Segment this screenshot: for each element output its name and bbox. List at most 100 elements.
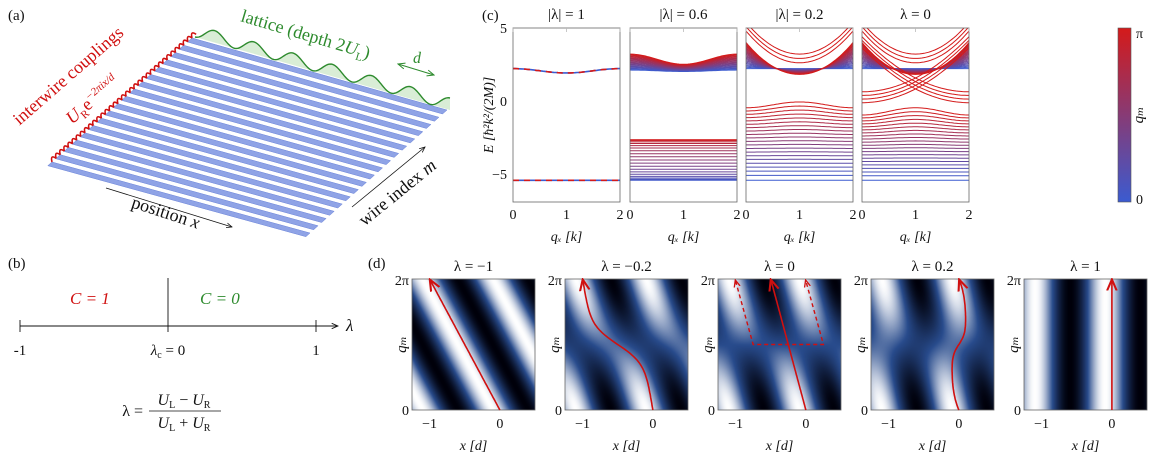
phase-label-right: C = 0 [200,289,240,308]
panel-frame [870,278,995,411]
band-line [746,136,853,139]
panel-title: λ = 0 [764,259,795,275]
svg-text:λ =: λ = [122,403,143,420]
wannier-panel: λ = 0.2 2π 0 qₘ −1 0 x [d] [853,259,995,454]
panel-label-c: (c) [482,8,499,24]
band-line [862,126,969,131]
panel-title: |λ| = 0.2 [776,7,824,23]
panel-frame [1023,278,1148,411]
x-tick-label: 1 [912,208,919,223]
x-axis-label: qₓ [k] [784,230,816,245]
x-tick-label: 0 [496,417,503,432]
band-line [746,143,853,146]
wire [55,154,319,231]
lattice-curve [194,29,451,106]
coupling-arc [190,32,197,39]
density-heatmap [871,279,994,410]
y-tick-label: 0 [861,404,868,419]
band-line [862,122,969,128]
x-tick-label: 0 [1108,417,1115,432]
y-tick-minus5: −5 [492,168,507,183]
wire [112,103,375,180]
density-heatmap [565,279,688,410]
band-line [746,28,853,59]
x-tick-label: 1 [680,208,687,223]
wannier-panel: λ = −1 2π 0 qₘ −1 0 x [d] [394,259,536,454]
wannier-panel: λ = −0.2 2π 0 qₘ −1 0 x [d] [547,259,689,454]
band-line [862,107,969,116]
phase-label-left: C = 1 [70,289,110,308]
y-tick-label: 2π [701,274,715,289]
y-tick-label: 2π [548,274,562,289]
x-axis-label: x [d] [765,439,794,454]
y-axis-label: qₘ [1006,336,1022,353]
wire [63,147,327,223]
panel-frame [411,278,536,411]
panel-title: λ = 0 [900,7,931,23]
band-panel: |λ| = 1 0 1 2 qₓ [k] [510,7,624,245]
x-tick-label: −1 [422,417,437,432]
wire [178,45,440,122]
band-line [746,42,853,75]
band-line [750,28,849,55]
wire [121,96,384,173]
band-line [862,140,969,143]
y-tick-5: 5 [500,22,507,37]
x-tick-label: 1 [796,208,803,223]
band-structure-panels: |λ| = 10 1 2qₓ [k]|λ| = 0.60 1 2qₓ [k]|λ| = … [510,7,973,245]
band-line [513,67,620,74]
wannier-center-path [431,281,501,411]
wire [145,74,408,151]
x-tick-label: 2 [617,208,624,223]
band-line [862,28,969,59]
wire [88,125,351,202]
band-line [862,111,969,119]
axis-var: λ [345,316,353,335]
x-axis-label: qₓ [k] [668,230,700,245]
x-tick-label: 0 [510,208,517,223]
tick-label-critical: λc = 0 [150,343,185,361]
wire [170,52,432,129]
y-tick-0: 0 [500,95,507,110]
wannier-panel: λ = 1 2π 0 qₘ −1 0 x [d] [1006,259,1148,454]
band-panel: |λ| = 0.2 0 1 2 qₓ [k] [743,7,857,245]
x-tick-label: 0 [859,208,866,223]
density-heatmap [412,279,535,410]
panel-label-b: (b) [8,256,26,272]
wire [129,88,392,165]
wire [96,117,359,194]
colorbar-top-label: π [1136,27,1143,42]
band-panel: |λ| = 0.6 0 1 2 qₓ [k] [627,7,741,245]
interwire-couplings [50,32,197,163]
x-tick-label: 1 [563,208,570,223]
wire [137,81,400,158]
tick-label-left: -1 [14,343,27,359]
y-tick-label: 0 [402,404,409,419]
y-tick-label: 0 [708,404,715,419]
band-line [862,137,969,140]
x-tick-label: 0 [802,417,809,432]
x-tick-label: 0 [649,417,656,432]
panel-label-d: (d) [368,256,386,272]
band-line [862,47,969,104]
panel-title: |λ| = 1 [548,7,585,23]
y-tick-label: 0 [1014,404,1021,419]
lattice-potential [194,29,451,111]
band-line [866,28,965,55]
wire [104,110,367,187]
lambda-formula: λ = UL − UR UL + UR [122,392,221,434]
tick-label-right: 1 [312,343,320,359]
wire [162,59,424,136]
x-tick-label: −1 [881,417,896,432]
band-line [746,121,853,125]
y-axis-label: qₘ [700,336,716,353]
x-tick-label: 2 [850,208,857,223]
band-line [862,115,969,122]
band-line [746,113,853,119]
colorbar [1117,27,1132,203]
y-axis-label: qₘ [547,336,563,353]
wannier-panel: λ = 0 2π 0 qₘ −1 0 x [d] [700,259,842,454]
y-axis-label: qₘ [394,336,410,353]
colorbar-label: qₘ [1131,107,1147,124]
